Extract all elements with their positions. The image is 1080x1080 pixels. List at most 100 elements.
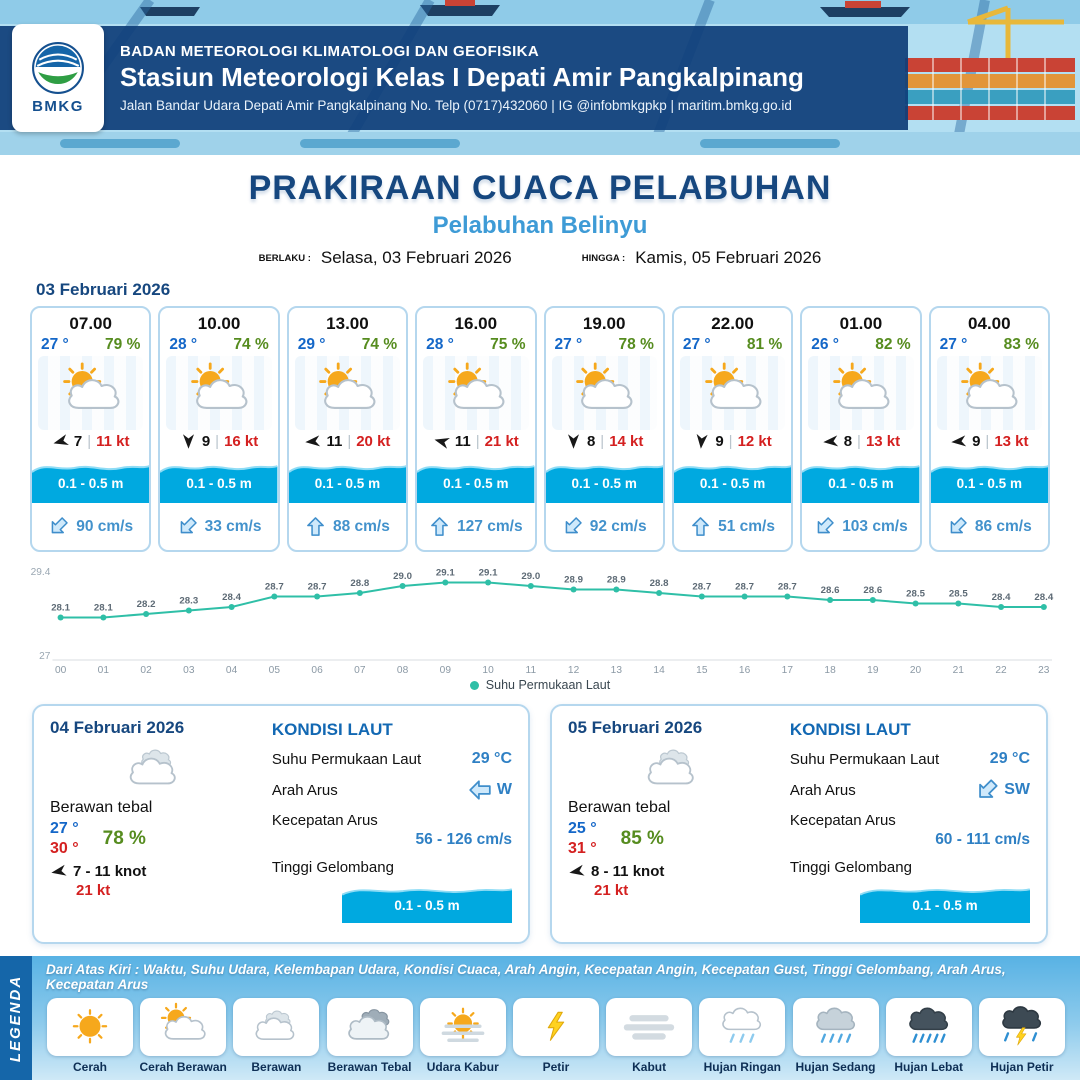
wind-gust: 21 kt xyxy=(76,882,111,899)
wind-gust: 13 kt xyxy=(865,433,901,450)
weather-icon xyxy=(94,740,214,798)
current-speed: 103 cm/s xyxy=(842,517,908,535)
wave-icon xyxy=(802,465,920,503)
wind-speed: 8 xyxy=(586,433,596,450)
legend-item: Udara Kabur xyxy=(419,998,507,1074)
svg-text:09: 09 xyxy=(440,665,452,676)
wave-height-value: 0.1 - 0.5 m xyxy=(699,476,766,491)
wave-height-value: 0.1 - 0.5 m xyxy=(912,898,978,913)
svg-text:27: 27 xyxy=(39,651,51,662)
wind-row: 8 - 11 knot xyxy=(568,863,776,880)
temp-humidity-row: 28 ° 75 % xyxy=(417,334,534,354)
legend-item: Kabut xyxy=(605,998,693,1074)
svg-text:00: 00 xyxy=(55,665,67,676)
svg-text:29.1: 29.1 xyxy=(479,568,498,579)
wind-separator: | xyxy=(87,433,92,450)
wave-height-value: 0.1 - 0.5 m xyxy=(394,898,460,913)
legend-weather-icon xyxy=(512,998,599,1056)
weather-icon xyxy=(808,356,914,430)
humidity: 78 % xyxy=(618,336,654,353)
air-temperature: 27 ° xyxy=(682,336,711,353)
current-direction-row: Arah Arus SW xyxy=(790,778,1030,802)
wind-direction-icon xyxy=(565,433,582,450)
svg-text:02: 02 xyxy=(140,665,152,676)
current-direction-icon xyxy=(970,773,1004,807)
day-card: 05 Februari 2026 Berawan tebal 25 ° 31 °… xyxy=(550,704,1048,944)
hingga-value: Kamis, 05 Februari 2026 xyxy=(635,248,822,267)
current-speed-row: Kecepatan Arus xyxy=(272,812,512,829)
legend-weather-icon xyxy=(47,998,133,1056)
current-direction-value: SW xyxy=(975,778,1030,802)
svg-text:19: 19 xyxy=(867,665,879,676)
svg-text:29.0: 29.0 xyxy=(393,571,412,582)
air-temperature: 28 ° xyxy=(169,336,198,353)
svg-text:16: 16 xyxy=(739,665,751,676)
legend-items: Cerah Cerah Berawan Berawan Berawan Teba… xyxy=(46,998,1066,1074)
hingga-label: HINGGA : xyxy=(581,252,626,264)
wind-row: 7 | 11 kt xyxy=(32,433,149,450)
wave-icon xyxy=(160,465,278,503)
legend-item-label: Hujan Ringan xyxy=(703,1060,781,1074)
legend-item: Hujan Lebat xyxy=(885,998,973,1074)
weather-icon xyxy=(551,356,657,430)
svg-text:23: 23 xyxy=(1038,665,1050,676)
svg-text:28.1: 28.1 xyxy=(51,603,70,614)
svg-text:05: 05 xyxy=(269,665,281,676)
svg-text:17: 17 xyxy=(782,665,794,676)
forecast-time: 19.00 xyxy=(582,314,626,333)
temp-humidity-row: 26 ° 82 % xyxy=(802,334,919,354)
wind-separator: | xyxy=(475,433,480,450)
current-direction-icon xyxy=(468,778,492,802)
day-summary: 04 Februari 2026 Berawan tebal 27 ° 30 °… xyxy=(50,718,258,932)
sst-value: 29 °C xyxy=(989,750,1030,767)
wave-height-value: 0.1 - 0.5 m xyxy=(956,476,1022,491)
humidity: 74 % xyxy=(361,336,398,353)
legend-weather-icon xyxy=(419,998,506,1056)
current-direction-icon xyxy=(690,516,711,537)
svg-text:08: 08 xyxy=(397,665,409,676)
svg-text:03: 03 xyxy=(183,665,195,676)
forecast-card: 10.00 28 ° 74 % 9 | 16 kt 0.1 - 0.5 m 33… xyxy=(158,306,280,552)
wave-icon xyxy=(32,465,150,503)
wind-speed: 7 xyxy=(73,433,83,450)
svg-text:28.7: 28.7 xyxy=(778,582,797,593)
current-speed: 33 cm/s xyxy=(204,517,262,535)
air-temperature: 26 ° xyxy=(811,336,839,353)
forecast-time: 01.00 xyxy=(839,314,883,333)
forecast-card: 07.00 27 ° 79 % 7 | 11 kt 0.1 - 0.5 m 90… xyxy=(30,306,152,552)
wave-height-value: 0.1 - 0.5 m xyxy=(571,476,637,491)
temps-row: 27 ° 30 ° 78 % xyxy=(50,820,258,858)
temp-max: 31 ° xyxy=(568,840,597,857)
sea-conditions: KONDISI LAUT Suhu Permukaan Laut 29 °C A… xyxy=(266,718,512,932)
current-speed: 51 cm/s xyxy=(718,517,775,535)
wind-separator: | xyxy=(728,433,733,450)
current-row: 86 cm/s xyxy=(931,503,1048,550)
current-speed-label: Kecepatan Arus xyxy=(271,812,378,829)
weather-icon xyxy=(679,356,786,430)
humidity: 85 % xyxy=(620,828,664,849)
current-direction-label: Arah Arus xyxy=(271,781,338,799)
wind-direction-icon xyxy=(49,862,69,882)
svg-text:07: 07 xyxy=(354,665,366,676)
legend-item-label: Berawan Tebal xyxy=(327,1060,412,1074)
current-direction-icon xyxy=(172,512,202,542)
berlaku-label: BERLAKU : xyxy=(258,252,311,264)
day-summary: 05 Februari 2026 Berawan tebal 25 ° 31 °… xyxy=(568,718,776,932)
wave-height: 0.1 - 0.5 m xyxy=(32,457,150,503)
wave-height-value: 0.1 - 0.5 m xyxy=(58,476,124,491)
sst-row: Suhu Permukaan Laut 29 °C xyxy=(272,750,512,768)
wave-height-value: 0.1 - 0.5 m xyxy=(828,476,894,491)
bmkg-emblem-icon xyxy=(32,42,84,94)
current-direction-icon xyxy=(44,512,74,542)
wind-separator: | xyxy=(215,433,220,450)
current-speed-row: Kecepatan Arus xyxy=(790,812,1030,829)
wave-height: 0.1 - 0.5 m xyxy=(417,457,535,503)
svg-text:28.2: 28.2 xyxy=(137,599,156,610)
air-temperature: 29 ° xyxy=(297,336,326,353)
legend-item-label: Cerah xyxy=(72,1060,107,1074)
wind-direction-icon xyxy=(693,432,711,450)
forecast-card: 16.00 28 ° 75 % 11 | 21 kt 0.1 - 0.5 m 1… xyxy=(415,306,537,552)
wind-row: 9 | 13 kt xyxy=(931,433,1048,450)
legend-section: LEGENDA Dari Atas Kiri : Waktu, Suhu Uda… xyxy=(0,956,1080,1080)
